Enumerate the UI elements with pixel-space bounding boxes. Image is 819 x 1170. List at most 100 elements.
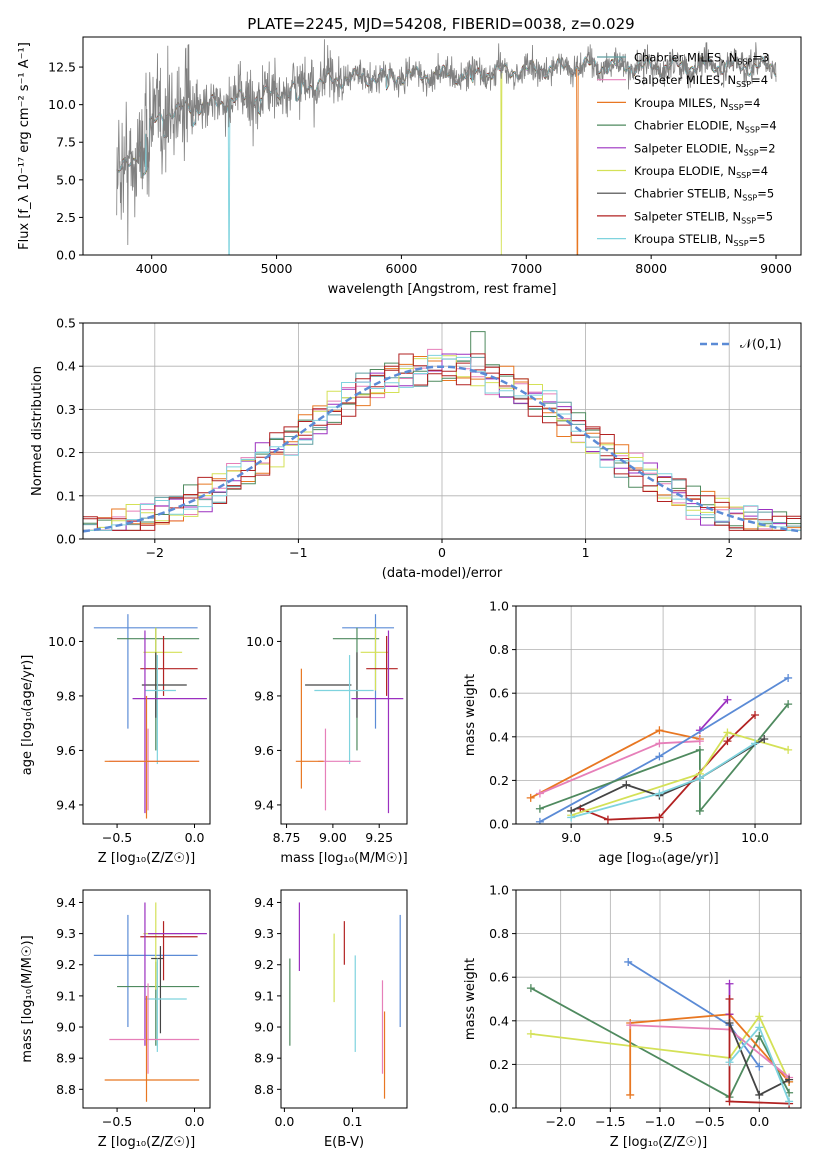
x-tick-label: 9.00 xyxy=(319,830,347,845)
y-tick-label: 0.1 xyxy=(56,488,76,503)
x-tick-label: −0.5 xyxy=(102,830,132,845)
y-tick-label: 0.4 xyxy=(56,359,76,374)
plot-area-mass_vs_Z xyxy=(93,902,207,1102)
y-tick-label: 2.5 xyxy=(56,210,76,225)
y-axis-label: mass [log₁₀(M/M☉)] xyxy=(20,935,35,1062)
errorbar xyxy=(360,627,389,691)
panel-mass_vs_Z: −0.5 0.0 8.8 8.9 9.0 9.1 9.2 9.3 9.4 Z [log₁₀(Z/Z… xyxy=(20,889,211,1150)
y-tick-label: 0.8 xyxy=(489,926,509,941)
mass-weight-marker xyxy=(695,737,704,746)
mass-weight-marker xyxy=(755,1090,764,1099)
panel-massweight_vs_age: 9.0 9.5 10.0 0.0 0.2 0.4 0.6 0.8 1.0 age [log₁₀(a… xyxy=(463,599,802,866)
y-tick-label: 0.0 xyxy=(489,1101,509,1116)
residual-histogram xyxy=(83,354,801,531)
x-tick-label: 9.5 xyxy=(653,830,673,845)
y-tick-label: 5.0 xyxy=(56,172,76,187)
mass-weight-marker xyxy=(751,739,760,748)
mass-weight-marker xyxy=(526,984,535,993)
plot-area-massweight_vs_age xyxy=(526,673,793,824)
y-tick-label: 12.5 xyxy=(48,60,76,75)
y-tick-label: 9.3 xyxy=(56,926,76,941)
mass-weight-marker xyxy=(785,1075,794,1084)
x-axis-label: Z [log₁₀(Z/Z☉)] xyxy=(610,1135,707,1150)
y-tick-label: 9.6 xyxy=(56,743,76,758)
legend-label: Kroupa STELIB, NSSP=5 xyxy=(634,232,765,248)
y-tick-label: 0.6 xyxy=(489,686,509,701)
errorbar xyxy=(305,652,358,718)
y-tick-label: 9.1 xyxy=(56,988,76,1003)
axes-frame xyxy=(82,322,802,540)
panel-mass_vs_EBV: 0.0 0.1 8.8 8.9 9.0 9.1 9.2 9.3 9.4 E(B-V) xyxy=(254,889,408,1150)
legend-subscript: SSP xyxy=(741,216,756,225)
x-axis-label: Z [log₁₀(Z/Z☉)] xyxy=(98,851,195,866)
plot-area-massweight_vs_Z xyxy=(526,957,794,1108)
panel-spectrum: 4000 5000 6000 7000 8000 9000 0.0 2.5 5.0 7.5 10.0… xyxy=(17,36,802,297)
x-axis-label: Z [log₁₀(Z/Z☉)] xyxy=(98,1135,195,1150)
mass-weight-marker xyxy=(760,734,769,743)
panel-age_vs_Z: −0.5 0.0 9.4 9.6 9.8 10.0 Z [log₁₀(Z/Z☉)] age [… xyxy=(20,605,211,866)
y-tick-label: 0.6 xyxy=(489,970,509,985)
mass-weight-marker xyxy=(655,739,664,748)
mass-weight-marker xyxy=(725,1018,734,1027)
mass-weight-marker xyxy=(785,1097,794,1106)
y-tick-label: 10.0 xyxy=(48,97,76,112)
x-tick-label: 1 xyxy=(582,545,590,560)
y-tick-label: 0.2 xyxy=(56,445,76,460)
legend-count: =4 xyxy=(751,73,768,87)
y-axis-label: Normed distribution xyxy=(30,366,45,496)
y-tick-label: 9.2 xyxy=(56,957,76,972)
legend-subscript: SSP xyxy=(734,239,749,248)
y-tick-label: 1.0 xyxy=(489,883,509,898)
residual-histogram xyxy=(83,353,801,531)
errorbar xyxy=(295,668,324,789)
mass-weight-line xyxy=(699,699,729,731)
y-tick-label: 0.2 xyxy=(489,773,509,788)
x-tick-label: −2 xyxy=(146,545,164,560)
legend-subscript: SSP xyxy=(737,58,752,67)
legend-label: Chabrier STELIB, NSSP=5 xyxy=(634,187,774,203)
x-tick-label: 0 xyxy=(438,545,446,560)
legend-label: Chabrier ELODIE, NSSP=4 xyxy=(634,119,777,135)
axes-frame xyxy=(82,605,211,825)
y-axis-label: age [log₁₀(age/yr)] xyxy=(20,655,35,776)
x-tick-label: 9.25 xyxy=(365,830,393,845)
mass-weight-marker xyxy=(655,752,664,761)
y-axis-label: mass weight xyxy=(463,958,478,1040)
y-tick-label: 9.4 xyxy=(254,797,274,812)
plot-area-residuals xyxy=(83,331,801,533)
legend-subscript: SSP xyxy=(729,103,744,112)
mass-weight-marker xyxy=(725,979,734,988)
mass-weight-marker xyxy=(784,673,793,682)
residual-histogram xyxy=(83,353,801,531)
y-tick-label: 8.9 xyxy=(254,1051,274,1066)
mass-weight-marker xyxy=(725,1097,734,1106)
mass-weight-marker xyxy=(655,813,664,822)
y-tick-label: 8.8 xyxy=(56,1082,76,1097)
y-tick-label: 9.8 xyxy=(56,688,76,703)
spectrum-legend: Chabrier MILES, NSSP=3 Salpeter MILES, NS… xyxy=(597,51,777,248)
x-tick-label: 0.0 xyxy=(185,830,205,845)
errorbar xyxy=(144,902,207,1046)
y-tick-label: 0.3 xyxy=(56,402,76,417)
legend-label: Chabrier MILES, NSSP=3 xyxy=(634,51,769,67)
observed-spectrum-line xyxy=(116,39,777,246)
y-tick-label: 8.9 xyxy=(56,1051,76,1066)
x-tick-label: −1 xyxy=(289,545,307,560)
mass-weight-marker xyxy=(725,1058,734,1067)
x-tick-label: −0.5 xyxy=(694,1114,724,1129)
legend-count: =5 xyxy=(757,187,774,201)
errorbar xyxy=(144,655,176,765)
legend-count: =5 xyxy=(756,209,773,223)
mass-weight-marker xyxy=(526,1029,535,1038)
panel-residuals: −2 −1 0 1 2 0.0 0.1 0.2 0.3 0.4 0.5 (data-model)/er… xyxy=(30,316,802,581)
x-tick-label: 6000 xyxy=(386,261,418,276)
y-tick-label: 0.8 xyxy=(489,642,509,657)
x-tick-label: 9.0 xyxy=(561,830,581,845)
mass-weight-marker xyxy=(626,1090,635,1099)
y-tick-label: 9.8 xyxy=(254,688,274,703)
x-tick-label: −1.0 xyxy=(645,1114,675,1129)
legend-label: Salpeter MILES, NSSP=4 xyxy=(634,73,768,89)
legend-label: Salpeter STELIB, NSSP=5 xyxy=(634,209,773,225)
y-tick-label: 9.6 xyxy=(254,743,274,758)
legend-subscript: SSP xyxy=(745,126,760,135)
